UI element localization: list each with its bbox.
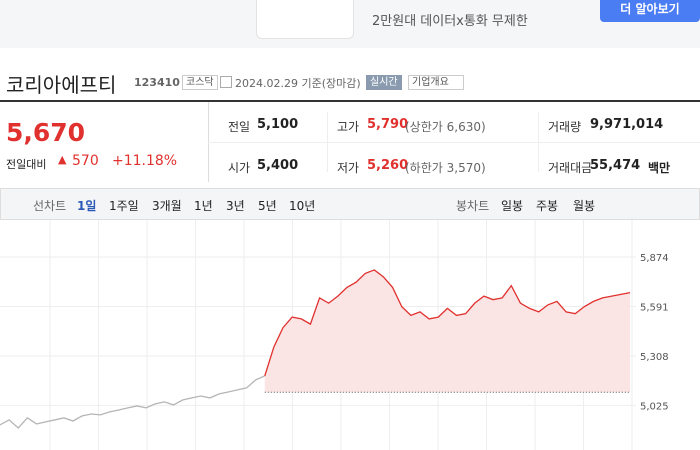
line-tab[interactable]: 3개월 bbox=[152, 199, 182, 213]
candle-tab[interactable]: 월봉 bbox=[573, 199, 596, 213]
y-tick-label: 5,874 bbox=[640, 253, 669, 264]
stat-label: 거래대금 bbox=[548, 161, 593, 175]
stat-value: 5,790 bbox=[367, 117, 409, 132]
ad-button[interactable]: 더 알아보기 bbox=[600, 0, 700, 22]
line bbox=[264, 269, 631, 377]
header-rule bbox=[0, 100, 700, 102]
candle-tab[interactable]: 일봉 bbox=[501, 199, 524, 213]
ad-text: 2만원대 데이터x통화 무제한 bbox=[372, 14, 528, 29]
current-price: 5,670 bbox=[6, 118, 86, 147]
stat-value: 5,100 bbox=[257, 117, 299, 132]
tab-label: 선차트 bbox=[33, 199, 67, 213]
price-change-pct: +11.18% bbox=[112, 153, 178, 169]
stat-label: 거래량 bbox=[548, 120, 582, 134]
overview-tag[interactable]: 기업개요 bbox=[408, 75, 464, 90]
y-tick-label: 5,025 bbox=[640, 401, 669, 412]
calendar-icon bbox=[220, 76, 232, 88]
up-arrow: ▲ bbox=[58, 153, 67, 166]
line-tab[interactable]: 1주일 bbox=[109, 199, 139, 213]
date: 2024.02.29 기준(장마감) bbox=[235, 77, 361, 90]
stock-code: 123410 bbox=[134, 76, 180, 89]
stat-label: 저가 bbox=[337, 161, 360, 175]
stat-value: 5,260 bbox=[367, 158, 409, 173]
stat-note: (하한가 3,570) bbox=[405, 161, 486, 175]
y-tick-label: 5,591 bbox=[640, 302, 669, 313]
candle-tab[interactable]: 주봉 bbox=[536, 199, 559, 213]
change-label: 전일대비 bbox=[6, 158, 47, 171]
market-tag: 코스닥 bbox=[182, 75, 218, 90]
stat-label: 시가 bbox=[228, 161, 251, 175]
stat-label: 고가 bbox=[337, 120, 360, 134]
realtime-tag[interactable]: 실시간 bbox=[366, 75, 402, 90]
line-tab[interactable]: 10년 bbox=[289, 199, 316, 213]
stat-value: 9,971,014 bbox=[590, 117, 664, 132]
stock-name[interactable]: 코리아에프티 bbox=[6, 73, 117, 97]
tab-bar bbox=[0, 188, 700, 220]
line bbox=[0, 375, 266, 429]
stat-note: (상한가 6,630) bbox=[405, 120, 486, 134]
line-tab[interactable]: 1년 bbox=[194, 199, 213, 213]
ad-banner: 2만원대 데이터x통화 무제한 더 알아보기 bbox=[0, 0, 700, 48]
price-change: 570 bbox=[72, 153, 99, 169]
line-tab[interactable]: 5년 bbox=[258, 199, 277, 213]
stat-value: 5,400 bbox=[257, 158, 299, 173]
stat-value: 55,474 bbox=[590, 158, 641, 173]
stat-label: 전일 bbox=[228, 120, 251, 134]
ad-thumbnail bbox=[256, 0, 354, 39]
divider bbox=[208, 142, 700, 143]
tab-label: 봉차트 bbox=[456, 199, 490, 213]
area bbox=[264, 269, 630, 393]
line-tab[interactable]: 3년 bbox=[226, 199, 245, 213]
stat-unit: 백만 bbox=[648, 161, 671, 175]
chart: 5,874 5,591 5,308 5,025 bbox=[0, 220, 669, 450]
line-tab[interactable]: 1일 bbox=[77, 199, 97, 213]
y-tick-label: 5,308 bbox=[640, 352, 669, 363]
